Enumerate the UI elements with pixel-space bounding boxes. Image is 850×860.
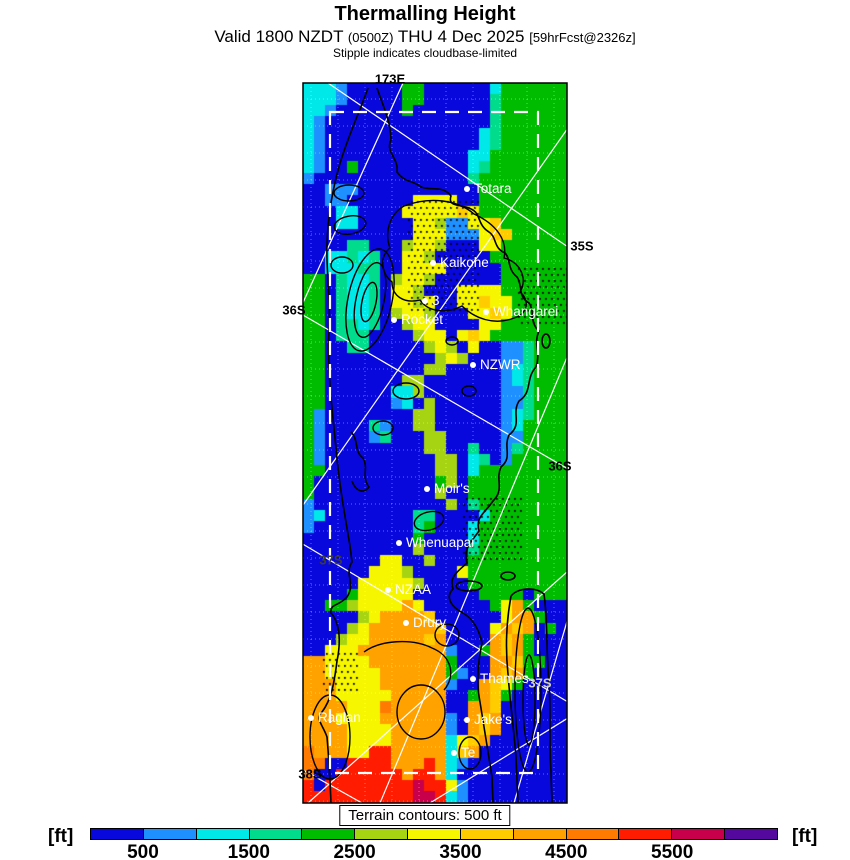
valid-time-main: Valid 1800 NZDT <box>214 27 344 46</box>
colorbar-tick-label: 2500 <box>333 842 376 860</box>
site-label: Te <box>461 745 476 760</box>
site-label: Raglan <box>318 710 361 725</box>
colorbar-segment <box>619 829 673 839</box>
site-label: Rocket <box>401 312 444 327</box>
valid-time-line: Valid 1800 NZDT (0500Z) THU 4 Dec 2025 [… <box>0 27 850 47</box>
colorbar-segment <box>249 829 303 839</box>
graticule-label: 37S <box>319 552 343 568</box>
site-marker-dot <box>391 317 397 323</box>
site-label: Drury <box>413 615 446 630</box>
colorbar-segment <box>725 829 777 839</box>
colorbar-tick-label: 4500 <box>545 842 588 860</box>
colorbar-tick-label: 1500 <box>227 842 270 860</box>
site-label: Moir's <box>434 481 470 496</box>
site-marker-dot <box>422 298 428 304</box>
colorbar-segment <box>143 829 197 839</box>
site-marker-dot <box>464 186 470 192</box>
graticule-label: 38S <box>298 766 322 782</box>
colorbar-segment <box>408 829 461 839</box>
site-marker-dot <box>424 486 430 492</box>
valid-time-utc: (0500Z) <box>347 30 394 45</box>
graticule-label: 36S <box>282 302 306 318</box>
site-label: Kaikohe <box>440 255 489 270</box>
height-colorbar <box>90 828 778 840</box>
thermal-height-raster <box>303 83 567 803</box>
site-label: Whangarei <box>493 304 559 319</box>
site-marker-dot <box>464 717 470 723</box>
colorbar-segment <box>302 829 356 839</box>
valid-date: THU 4 Dec 2025 <box>397 27 525 46</box>
colorbar-tick-label: 3500 <box>439 842 482 860</box>
site-marker-dot <box>451 750 457 756</box>
colorbar-tick-label: 500 <box>127 842 159 860</box>
colorbar-segment <box>566 829 620 839</box>
colorbar-segment <box>355 829 409 839</box>
site-marker-dot <box>308 715 314 721</box>
site-marker-dot <box>430 260 436 266</box>
stipple-note: Stipple indicates cloudbase-limited <box>332 46 518 60</box>
site-label: Thames <box>480 671 529 686</box>
site-marker-dot <box>403 620 409 626</box>
site-label: Jake's <box>474 712 512 727</box>
colorbar-segment <box>672 829 726 839</box>
colorbar-segment <box>91 829 144 839</box>
colorbar-segment <box>460 829 514 839</box>
site-marker-dot <box>385 587 391 593</box>
site-marker-dot <box>396 540 402 546</box>
graticule-label: 37S <box>528 675 552 691</box>
site-label: NZAA <box>395 582 432 597</box>
site-label: NZWR <box>480 357 521 372</box>
site-label: 3 <box>432 293 440 308</box>
site-marker-dot <box>470 676 476 682</box>
site-label: Whenuapai <box>406 535 475 550</box>
site-marker-dot <box>470 362 476 368</box>
graticule-label: 35S <box>570 238 594 254</box>
graticule-label: 173E <box>374 71 406 87</box>
site-marker-dot <box>483 309 489 315</box>
colorbar-tick-label: 5500 <box>651 842 694 860</box>
colorbar-segment <box>513 829 567 839</box>
graticule-label: 36S <box>548 458 572 474</box>
page-title: Thermalling Height <box>334 3 516 25</box>
forecast-run-info: [59hrFcst@2326z] <box>529 30 636 45</box>
colorbar-segment <box>196 829 250 839</box>
colorbar-unit-left: [ft] <box>48 826 74 847</box>
terrain-contours-note: Terrain contours: 500 ft <box>339 805 511 826</box>
colorbar-unit-right: [ft] <box>792 826 818 847</box>
site-label: Totara <box>474 181 512 196</box>
